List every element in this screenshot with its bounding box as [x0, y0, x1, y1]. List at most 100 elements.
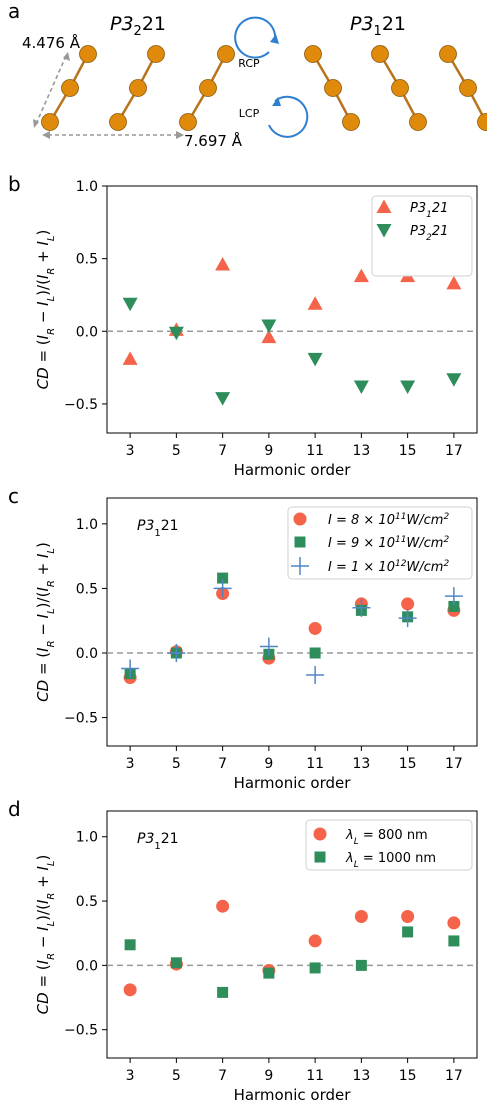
atom-2: [61, 79, 79, 97]
data-point: [309, 647, 321, 659]
atom-1: [304, 45, 322, 63]
x-tick-label: 5: [172, 756, 181, 772]
atom-3: [147, 45, 165, 63]
x-tick-label: 7: [218, 443, 227, 459]
legend-marker: [376, 224, 392, 238]
data-point: [446, 275, 462, 290]
x-tick-label: 5: [172, 443, 181, 459]
left-structure-title: P3221: [110, 13, 166, 39]
legend-text: λL = 1000 nm: [345, 851, 436, 870]
y-tick-label: 0.5: [76, 252, 98, 268]
data-point: [447, 916, 461, 930]
legend: I = 8 × 1011W/cm2 I = 9 × 1011W/cm2 I = 1 …: [287, 506, 473, 580]
data-point: [259, 637, 278, 656]
data-point: [353, 380, 369, 395]
lcp-arrow-icon: [268, 95, 309, 138]
data-point: [215, 256, 231, 271]
data-point: [123, 983, 137, 997]
vertical-dimension-label: 4.476 Å: [22, 33, 81, 52]
atom-2: [129, 79, 147, 97]
data-point: [215, 392, 231, 406]
y-axis-label: CD = (IR − IL)/(IR + IL): [34, 230, 57, 390]
x-tick-label: 11: [306, 443, 324, 459]
x-tick-label: 17: [445, 1068, 463, 1084]
legend-text: P3121: [410, 201, 448, 220]
data-point: [217, 572, 229, 584]
vertical-dimension-line: [35, 55, 67, 125]
y-tick-label: 0.0: [76, 646, 98, 662]
x-tick-label: 3: [126, 443, 135, 459]
atom-chain-5: [371, 45, 427, 131]
data-point: [308, 621, 322, 635]
series-1: [122, 256, 462, 365]
atom-1: [109, 113, 127, 131]
legend-box: [305, 819, 473, 871]
legend-marker: [314, 851, 326, 863]
data-point: [213, 579, 232, 598]
structure-annotation: P3121: [137, 518, 179, 539]
data-point: [261, 329, 277, 344]
data-point: [217, 986, 229, 998]
chart-panel-d: d 1.0 0.5 0.0 −0.5 3 5 7 9 11 13 15 17 Harmonic order…: [8, 797, 478, 1104]
series-3: [121, 579, 463, 684]
legend-text: I = 1 × 1012W/cm2: [328, 559, 449, 575]
x-tick-label: 7: [218, 1068, 227, 1084]
rcp-arrow-icon: [234, 16, 279, 59]
data-point: [122, 351, 138, 365]
data-point: [121, 659, 140, 678]
lattice-dimension-arrows: [35, 55, 178, 136]
lcp-label: LCP: [239, 107, 260, 120]
right-structure-title: P3121: [350, 13, 406, 39]
data-point: [401, 597, 415, 611]
dim-arrowhead-left: [42, 131, 50, 139]
data-point: [308, 934, 322, 948]
data-point: [168, 326, 184, 341]
atom-1: [41, 113, 59, 131]
legend-marker: [291, 557, 309, 575]
series-2: [122, 297, 462, 406]
x-tick-label: 5: [172, 1068, 181, 1084]
series-2: [124, 572, 460, 680]
atom-1: [371, 45, 389, 63]
legend-box: [371, 195, 473, 277]
panel-a: a P3221 P3121 4.476 Å 7.697 Å RCP LCP: [8, 0, 487, 150]
atom-chain-4: [304, 45, 360, 131]
atom-chain-1: [41, 45, 97, 131]
data-point: [352, 598, 371, 617]
y-tick-label: 0.5: [76, 894, 98, 910]
data-point: [400, 380, 416, 395]
atom-3: [79, 45, 97, 63]
data-point: [448, 601, 460, 612]
y-tick-label: 0.0: [76, 324, 98, 340]
data-point: [167, 644, 186, 662]
data-point: [398, 609, 417, 628]
x-tick-label: 9: [264, 756, 273, 772]
chart-panel-c: c 1.0 0.5 0.0 −0.5 3 5 7 9 11 13 15 17 Harmonic order…: [8, 484, 478, 792]
atom-chain-6: [439, 45, 487, 131]
data-point: [170, 957, 182, 969]
x-tick-label: 15: [399, 443, 417, 459]
y-tick-label: −0.5: [64, 397, 98, 413]
legend-marker: [294, 536, 306, 548]
y-tick-label: 1.0: [76, 830, 98, 846]
x-tick-label: 15: [399, 756, 417, 772]
data-point: [306, 665, 325, 684]
plot-frame: [106, 810, 478, 1059]
x-tick-label: 11: [306, 1068, 324, 1084]
x-tick-label: 9: [264, 1068, 273, 1084]
x-tick-label: 15: [399, 1068, 417, 1084]
x-tick-label: 7: [218, 756, 227, 772]
dim-arrowhead-up: [63, 52, 70, 61]
atom-chain-2: [109, 45, 165, 131]
data-point: [355, 959, 367, 971]
atom-3: [342, 113, 360, 131]
atom-2: [459, 79, 477, 97]
atom-2: [391, 79, 409, 97]
x-tick-label: 13: [352, 443, 370, 459]
x-tick-label: 3: [126, 756, 135, 772]
x-axis-label: Harmonic order: [234, 461, 352, 479]
dim-arrowhead-down: [33, 119, 39, 128]
data-point: [263, 967, 275, 979]
y-tick-label: −0.5: [64, 711, 98, 727]
data-point: [446, 373, 462, 387]
